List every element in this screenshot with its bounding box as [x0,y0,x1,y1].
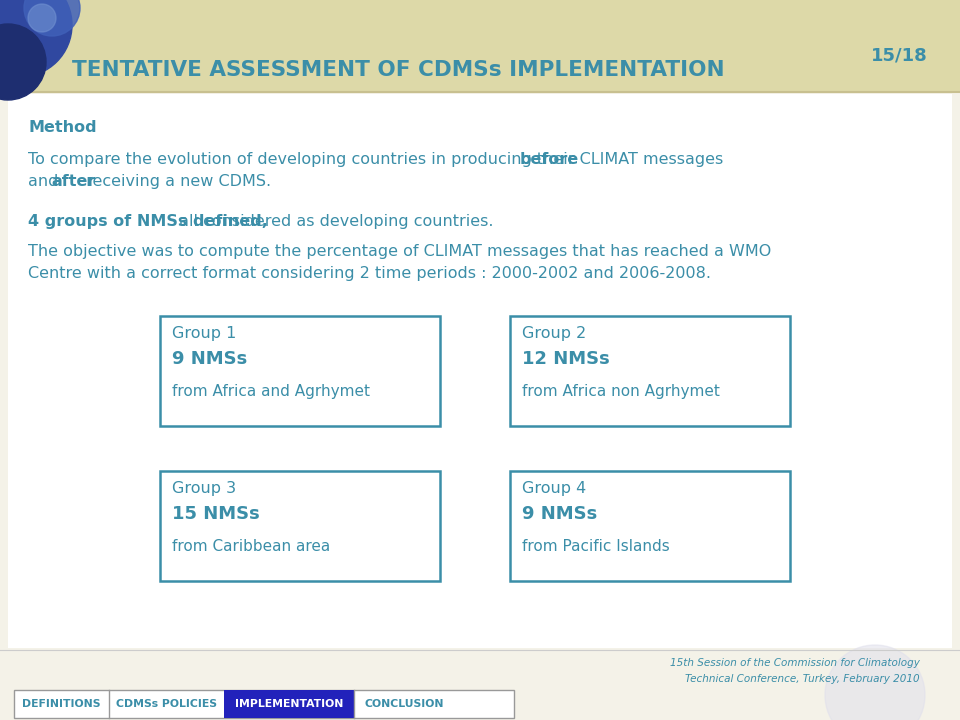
Text: 15/18: 15/18 [872,46,928,64]
Text: from Caribbean area: from Caribbean area [172,539,330,554]
Text: before: before [519,152,579,167]
Text: DEFINITIONS: DEFINITIONS [22,699,101,709]
Bar [0,0,960,92]
Bar [510,471,790,581]
Text: CONCLUSION: CONCLUSION [364,699,444,709]
Text: and: and [28,174,63,189]
Text: 12 NMSs: 12 NMSs [522,350,610,368]
Bar [0,92,960,720]
Text: from Pacific Islands: from Pacific Islands [522,539,670,554]
Bar [224,690,354,718]
Text: from Africa and Agrhymet: from Africa and Agrhymet [172,384,370,399]
Circle shape [28,4,56,32]
Bar [510,316,790,426]
Text: 9 NMSs: 9 NMSs [522,505,597,523]
Bar [8,94,952,648]
Text: TENTATIVE ASSESSMENT OF CDMSs IMPLEMENTATION: TENTATIVE ASSESSMENT OF CDMSs IMPLEMENTA… [72,60,725,80]
Text: Group 2: Group 2 [522,326,587,341]
Text: 15 NMSs: 15 NMSs [172,505,260,523]
Text: after: after [52,174,96,189]
Text: Group 3: Group 3 [172,481,236,496]
Bar [160,316,440,426]
Text: Method: Method [28,120,97,135]
Text: 15th Session of the Commission for Climatology: 15th Session of the Commission for Clima… [670,658,920,668]
Bar [14,690,514,718]
Circle shape [0,0,72,77]
Text: Group 1: Group 1 [172,326,236,341]
Text: Group 4: Group 4 [522,481,587,496]
Circle shape [0,24,46,100]
Text: 4 groups of NMSs defined,: 4 groups of NMSs defined, [28,214,268,229]
Text: receiving a new CDMS.: receiving a new CDMS. [81,174,271,189]
Text: Technical Conference, Turkey, February 2010: Technical Conference, Turkey, February 2… [685,674,920,684]
Text: The objective was to compute the percentage of CLIMAT messages that has reached : The objective was to compute the percent… [28,244,771,259]
Text: all considered as developing countries.: all considered as developing countries. [175,214,493,229]
Circle shape [24,0,80,36]
Bar [0,650,960,720]
Text: To compare the evolution of developing countries in producing their CLIMAT messa: To compare the evolution of developing c… [28,152,729,167]
Bar [160,471,440,581]
Text: CDMSs POLICIES: CDMSs POLICIES [116,699,217,709]
Text: from Africa non Agrhymet: from Africa non Agrhymet [522,384,720,399]
Text: IMPLEMENTATION: IMPLEMENTATION [235,699,343,709]
Circle shape [825,645,925,720]
Text: 9 NMSs: 9 NMSs [172,350,248,368]
Text: Centre with a correct format considering 2 time periods : 2000-2002 and 2006-200: Centre with a correct format considering… [28,266,711,281]
